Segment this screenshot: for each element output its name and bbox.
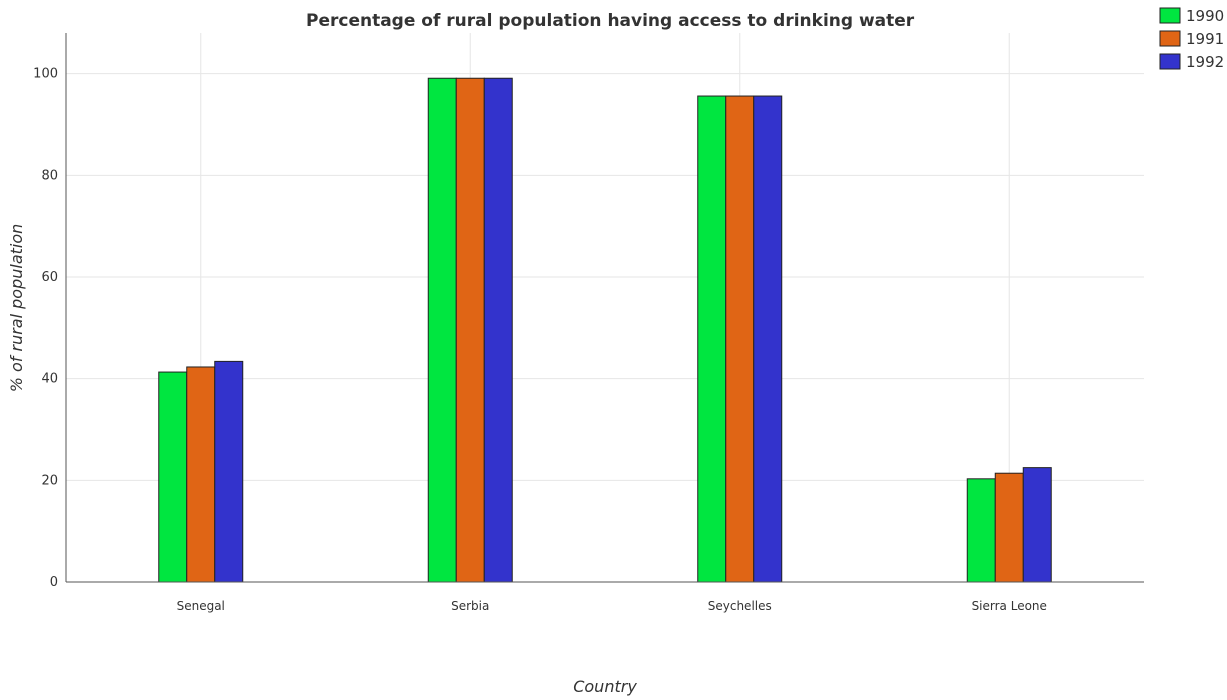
y-tick-label: 40: [41, 372, 58, 387]
legend-label: 1992: [1186, 53, 1224, 71]
y-tick-label: 60: [41, 270, 58, 285]
legend-swatch: [1159, 30, 1181, 47]
x-tick-label: Serbia: [451, 599, 489, 613]
axes: [65, 33, 1144, 583]
bars: [158, 77, 1052, 583]
legend: 1990 1991 1992: [1159, 7, 1224, 71]
bar: [994, 472, 1024, 583]
legend-label: 1991: [1186, 30, 1224, 48]
legend-label: 1990: [1186, 7, 1224, 25]
bar: [427, 77, 457, 583]
x-tick-label: Senegal: [177, 599, 225, 613]
bar: [1022, 467, 1052, 583]
x-axis-label: Country: [573, 677, 637, 696]
tick-labels: 0 20 40 60 80 100 Senegal Serbia Seychelles Sierr…: [33, 67, 1047, 613]
bar: [214, 360, 244, 583]
bar: [158, 371, 188, 583]
legend-swatch: [1159, 7, 1181, 24]
chart-title: Percentage of rural population having ac…: [306, 11, 915, 31]
y-tick-label: 20: [41, 473, 58, 488]
y-tick-label: 0: [50, 575, 58, 590]
bar: [697, 95, 727, 583]
bar: [725, 95, 755, 583]
bar: [483, 77, 513, 583]
x-tick-label: Sierra Leone: [972, 599, 1047, 613]
y-tick-label: 80: [41, 168, 58, 183]
bar: [186, 366, 216, 583]
bar: [753, 95, 783, 583]
y-axis-label: % of rural population: [7, 224, 26, 393]
bar: [455, 77, 485, 583]
x-tick-label: Seychelles: [708, 599, 772, 613]
y-tick-label: 100: [33, 67, 58, 82]
bar: [966, 478, 996, 583]
legend-swatch: [1159, 53, 1181, 70]
